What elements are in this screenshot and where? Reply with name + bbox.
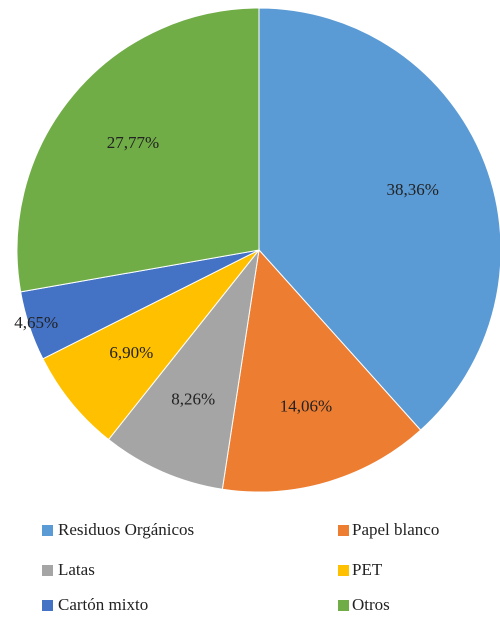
pie-slice	[16, 7, 260, 293]
pie-slice	[42, 249, 260, 441]
legend-label: Otros	[352, 595, 390, 614]
legend-label: Cartón mixto	[58, 595, 148, 614]
data-label: 4,65%	[14, 313, 58, 332]
data-label: 14,06%	[280, 397, 332, 416]
legend-label: Residuos Orgánicos	[58, 520, 194, 539]
data-label: 6,90%	[109, 343, 153, 362]
pie-slice	[107, 248, 260, 490]
legend-swatch	[42, 525, 53, 536]
legend-swatch	[42, 600, 53, 611]
pie-slice	[258, 7, 500, 431]
data-label: 38,36%	[386, 180, 438, 199]
legend-swatch	[338, 600, 349, 611]
legend-label: Papel blanco	[352, 520, 439, 539]
legend-swatch	[42, 565, 53, 576]
legend-label: PET	[352, 560, 383, 579]
legend-swatch	[338, 525, 349, 536]
data-label: 8,26%	[171, 390, 215, 409]
legend-label: Latas	[58, 560, 95, 579]
data-label: 27,77%	[107, 133, 159, 152]
pie-slice	[221, 248, 422, 493]
legend-swatch	[338, 565, 349, 576]
